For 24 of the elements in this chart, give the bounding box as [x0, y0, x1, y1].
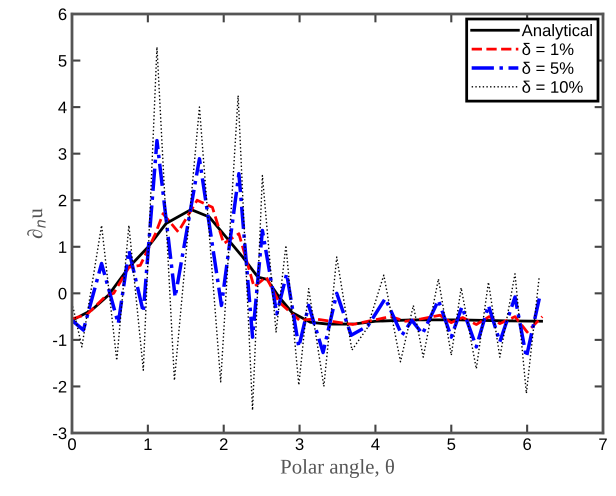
y-tick-label: 2	[58, 194, 66, 206]
y-tick-label: 5	[58, 55, 66, 67]
y-tick-label: -3	[53, 427, 66, 440]
legend-label: Analytical	[522, 24, 592, 40]
y-tick-label: 1	[59, 241, 66, 253]
y-axis-title: ∂$_{n}$u	[27, 208, 46, 238]
legend-label: δ = 5%	[522, 62, 574, 74]
y-tick-label: 0	[58, 288, 66, 300]
legend-label: δ = 1%	[522, 42, 574, 56]
x-tick-label: 4	[371, 438, 380, 450]
x-tick-label: 5	[447, 438, 456, 450]
x-axis-title: Polar angle, θ	[280, 458, 394, 478]
x-tick-label: 0	[68, 438, 76, 450]
x-tick-label: 1	[144, 438, 152, 450]
y-tick-label: 3	[58, 148, 66, 160]
legend-label: δ = 10%	[522, 80, 583, 93]
y-tick-label: -2	[53, 380, 66, 392]
y-tick-label: -1	[53, 334, 66, 346]
y-tick-label: 4	[58, 102, 67, 114]
y-tick-label: 6	[58, 8, 66, 20]
x-tick-label: 2	[220, 438, 228, 450]
x-tick-label: 3	[296, 438, 304, 450]
x-tick-label: 6	[523, 438, 532, 450]
x-tick-label: 7	[599, 438, 607, 450]
